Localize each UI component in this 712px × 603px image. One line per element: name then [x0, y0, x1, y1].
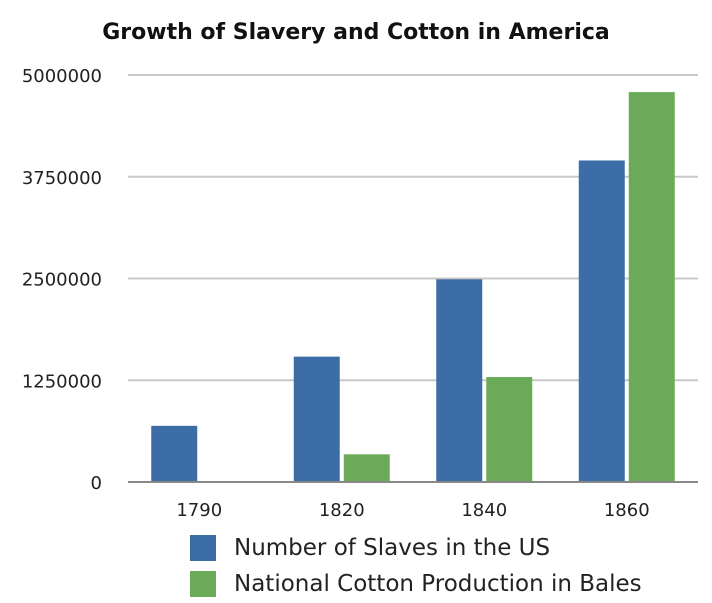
- y-tick-label: 0: [91, 473, 102, 494]
- bar-slaves-1840: [436, 279, 483, 482]
- y-tick-label: 2500000: [22, 270, 102, 291]
- bars: [151, 92, 675, 483]
- bar-cotton-1820: [343, 454, 390, 482]
- legend-label-slaves: Number of Slaves in the US: [234, 535, 551, 561]
- legend-item-slaves: Number of Slaves in the US: [190, 530, 642, 566]
- x-tick-label: 1860: [604, 500, 650, 521]
- bar-slaves-1790: [151, 425, 198, 482]
- y-axis-ticks: 0 1250000 2500000 3750000 5000000: [22, 66, 102, 494]
- chart-title: Growth of Slavery and Cotton in America: [102, 20, 610, 45]
- y-tick-label: 5000000: [22, 66, 102, 87]
- y-tick-label: 3750000: [22, 168, 102, 189]
- y-tick-label: 1250000: [22, 371, 102, 392]
- bar-cotton-1840: [486, 376, 533, 482]
- bar-slaves-1860: [578, 160, 625, 482]
- legend-label-cotton: National Cotton Production in Bales: [234, 571, 642, 597]
- legend: Number of Slaves in the US National Cott…: [190, 530, 642, 602]
- legend-swatch-slaves: [190, 535, 216, 561]
- x-tick-label: 1790: [176, 500, 222, 521]
- legend-item-cotton: National Cotton Production in Bales: [190, 566, 642, 602]
- legend-swatch-cotton: [190, 571, 216, 597]
- bar-slaves-1820: [293, 356, 340, 482]
- x-tick-label: 1840: [461, 500, 507, 521]
- bar-cotton-1860: [628, 92, 675, 483]
- x-axis-ticks: 1790 1820 1840 1860: [176, 500, 649, 521]
- x-tick-label: 1820: [319, 500, 365, 521]
